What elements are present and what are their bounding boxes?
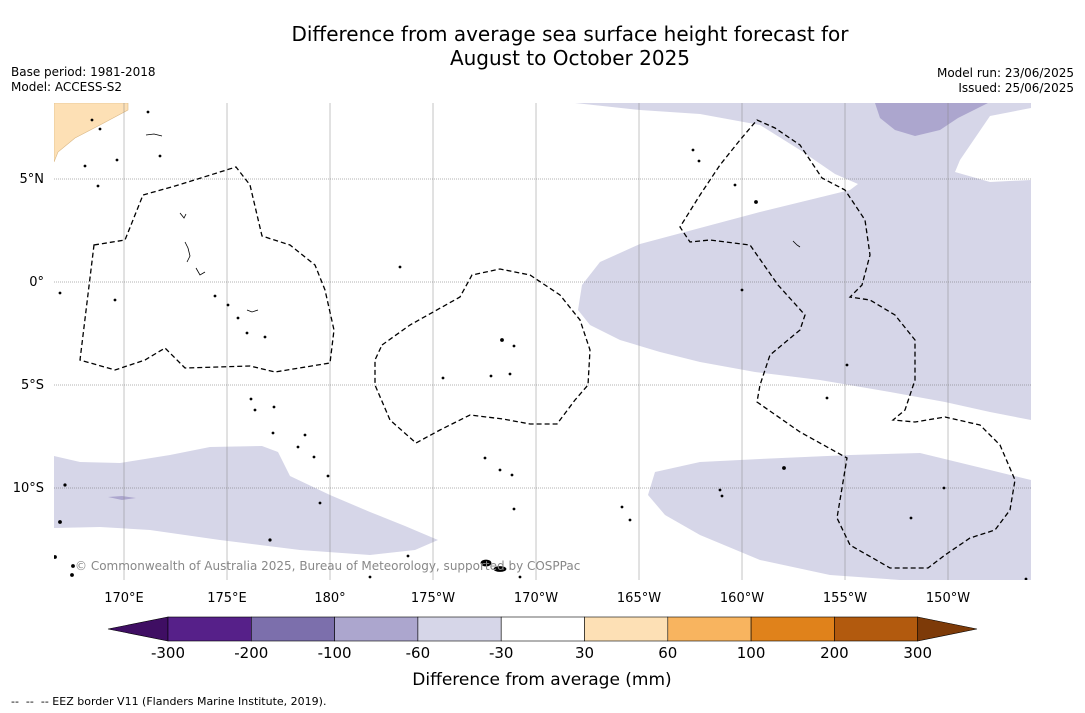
eez-border-line-islands bbox=[679, 119, 1016, 569]
colorbar: -300 -200 -100 -60 -30 30 60 100 200 300… bbox=[107, 616, 978, 690]
anomaly-region-northwest-positive bbox=[54, 103, 129, 163]
lon-label-175e: 175°E bbox=[207, 591, 247, 606]
eez-borders bbox=[79, 119, 1016, 569]
colorbar-tick: 30 bbox=[575, 644, 594, 662]
anomaly-region-northeast bbox=[575, 103, 1031, 420]
lon-label-170w: 170°W bbox=[514, 591, 558, 606]
island-markers bbox=[54, 110, 1028, 580]
anomaly-region-southwest bbox=[54, 446, 438, 555]
eez-border-kiribati-gilbert bbox=[79, 166, 335, 373]
colorbar-tick: 60 bbox=[658, 644, 677, 662]
lat-gridlines bbox=[54, 178, 1031, 489]
colorbar-tick: -300 bbox=[151, 644, 185, 662]
lon-label-175w: 175°W bbox=[411, 591, 455, 606]
colorbar-segment-7 bbox=[667, 616, 752, 642]
colorbar-segment-5 bbox=[500, 616, 585, 642]
issued-text: Issued: 25/06/2025 bbox=[958, 81, 1074, 95]
colorbar-segment-3 bbox=[334, 616, 419, 642]
lon-gridlines bbox=[123, 103, 949, 580]
anomaly-patch-small bbox=[108, 496, 136, 500]
colorbar-tick: -100 bbox=[318, 644, 352, 662]
title-line-2: August to October 2025 bbox=[449, 46, 691, 70]
anomaly-region-southeast bbox=[648, 453, 1031, 580]
colorbar-tick: -60 bbox=[406, 644, 431, 662]
lon-label-150w: 150°W bbox=[926, 591, 970, 606]
metadata-right: Model run: 23/06/2025 Issued: 25/06/2025 bbox=[937, 66, 1074, 96]
lon-label-160w: 160°W bbox=[720, 591, 764, 606]
base-period-text: Base period: 1981-2018 bbox=[11, 65, 156, 79]
colorbar-segment-6 bbox=[584, 616, 669, 642]
title-line-1: Difference from average sea surface heig… bbox=[291, 22, 849, 46]
longitude-labels: 170°E 175°E 180° 175°W 170°W 165°W 160°W… bbox=[104, 591, 970, 606]
colorbar-label: Difference from average (mm) bbox=[412, 670, 671, 690]
colorbar-segment-2 bbox=[251, 616, 335, 642]
colorbar-tick: 300 bbox=[903, 644, 932, 662]
model-text: Model: ACCESS-S2 bbox=[11, 80, 123, 94]
colorbar-segment-8 bbox=[750, 616, 835, 642]
map-panel: © Commonwealth of Australia 2025, Bureau… bbox=[54, 103, 1031, 580]
lat-label-10s: 10°S bbox=[13, 481, 44, 496]
metadata-left: Base period: 1981-2018 Model: ACCESS-S2 bbox=[11, 65, 156, 95]
eez-legend-note: -- -- -- EEZ border V11 (Flanders Marine… bbox=[11, 695, 327, 708]
colorbar-tick: 100 bbox=[737, 644, 766, 662]
lat-label-0: 0° bbox=[29, 275, 44, 290]
colorbar-tick: -200 bbox=[234, 644, 268, 662]
colorbar-segment-4 bbox=[417, 616, 502, 642]
lon-label-165w: 165°W bbox=[617, 591, 661, 606]
lon-label-170e: 170°E bbox=[104, 591, 144, 606]
colorbar-tick: -30 bbox=[489, 644, 514, 662]
colorbar-tick: 200 bbox=[820, 644, 849, 662]
colorbar-extend-low bbox=[107, 616, 169, 642]
latitude-labels: 5°N 0° 5°S 10°S bbox=[13, 172, 44, 496]
copyright-text: © Commonwealth of Australia 2025, Bureau… bbox=[75, 559, 580, 573]
lon-label-180: 180° bbox=[314, 591, 345, 606]
model-run-text: Model run: 23/06/2025 bbox=[936, 66, 1074, 80]
lat-label-5n: 5°N bbox=[20, 172, 45, 187]
map-title: Difference from average sea surface heig… bbox=[0, 22, 1085, 70]
eez-border-phoenix bbox=[374, 268, 591, 444]
colorbar-segment-9 bbox=[834, 616, 919, 642]
lon-label-155w: 155°W bbox=[823, 591, 867, 606]
colorbar-segment-1 bbox=[167, 616, 252, 642]
anomaly-region-northeast-stronger bbox=[875, 103, 988, 136]
colorbar-extend-high bbox=[917, 616, 978, 642]
lat-label-5s: 5°S bbox=[21, 378, 44, 393]
